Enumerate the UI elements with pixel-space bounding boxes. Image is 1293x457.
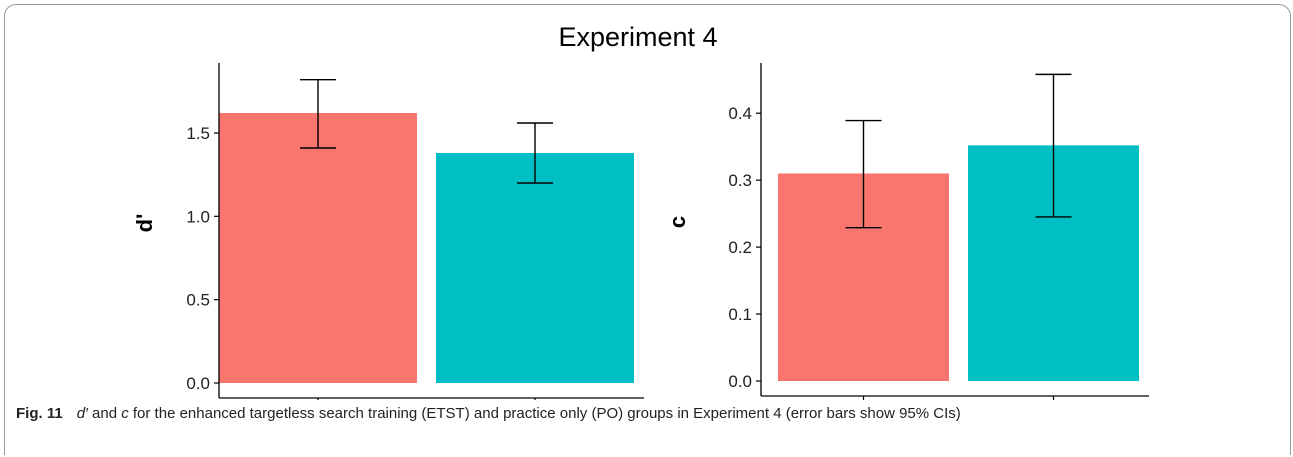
caption-dprime: d′ — [76, 405, 88, 422]
figure-title: Experiment 4 — [558, 22, 717, 52]
caption-c: c — [121, 405, 129, 422]
y-tick-label: 0.1 — [728, 305, 752, 324]
y-tick-label: 1.0 — [186, 207, 210, 226]
panel-2: ETSTPO0.00.10.20.30.4c — [665, 63, 1149, 400]
y-tick-label: 1.5 — [186, 124, 210, 143]
caption-text-1: and — [87, 405, 122, 422]
panel-1: ETSTPO0.00.51.01.5d' — [132, 63, 644, 400]
y-tick-label: 0.2 — [728, 238, 752, 257]
y-axis-label: d' — [132, 214, 157, 233]
y-tick-label: 0.0 — [186, 374, 210, 393]
y-tick-label: 0.0 — [728, 372, 752, 391]
figure-frame — [4, 4, 1291, 455]
caption-text-2: for the enhanced targetless search train… — [128, 405, 961, 422]
errorbar-po — [517, 122, 553, 184]
y-tick-label: 0.4 — [728, 104, 752, 123]
bar-etst — [219, 113, 417, 383]
figure-label: Fig. 11 — [16, 405, 63, 422]
bar-po — [436, 153, 634, 383]
errorbar-po — [1035, 73, 1072, 218]
y-tick-label: 0.3 — [728, 171, 752, 190]
errorbar-etst — [300, 78, 336, 149]
figure-caption: Fig. 11 d′ and c for the enhanced targetl… — [16, 405, 1281, 422]
y-tick-label: 0.5 — [186, 291, 210, 310]
y-axis-label: c — [665, 216, 690, 228]
chart-canvas: Experiment 4 ETSTPO0.00.51.01.5d'ETSTPO0… — [132, 22, 1149, 400]
errorbar-etst — [845, 119, 882, 229]
